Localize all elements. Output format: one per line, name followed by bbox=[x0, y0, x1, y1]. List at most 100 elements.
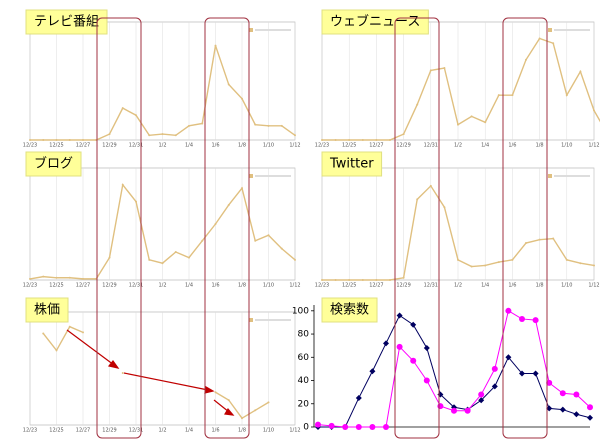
point bbox=[497, 94, 500, 97]
point bbox=[402, 133, 405, 136]
chart-title: 株価 bbox=[34, 303, 60, 318]
point bbox=[214, 44, 217, 47]
point bbox=[402, 276, 405, 279]
point bbox=[478, 391, 485, 398]
chart-title: ウェブニュース bbox=[330, 14, 420, 30]
x-tick-label: 1/4 bbox=[185, 428, 193, 434]
point bbox=[82, 277, 84, 280]
point bbox=[369, 368, 376, 375]
point bbox=[161, 262, 164, 265]
point bbox=[161, 133, 164, 136]
point bbox=[148, 134, 151, 137]
x-tick-label: 12/31 bbox=[129, 143, 143, 149]
x-tick-label: 1/2 bbox=[158, 283, 166, 289]
x-tick-label: 1/10 bbox=[263, 283, 274, 289]
x-tick-label: 1/4 bbox=[481, 283, 489, 289]
highlight bbox=[502, 17, 548, 439]
x-tick-label: 1/4 bbox=[481, 143, 489, 149]
point bbox=[587, 414, 593, 421]
x-tick-label: 12/27 bbox=[76, 428, 90, 434]
chart: 12/23 12/25 12/27 12/29 12/31 1/2 1/4 1/6 1/8 1/1… bbox=[315, 9, 600, 149]
point bbox=[375, 139, 378, 141]
arrowhead bbox=[224, 407, 235, 416]
point bbox=[82, 331, 84, 334]
point bbox=[478, 397, 485, 404]
point bbox=[361, 139, 364, 141]
point bbox=[559, 390, 566, 397]
title-box bbox=[321, 9, 429, 35]
point bbox=[484, 121, 487, 124]
point bbox=[214, 391, 217, 394]
x-tick-label: 1/6 bbox=[211, 428, 219, 434]
x-tick-label: 12/29 bbox=[396, 283, 410, 289]
x-tick-label: 12/27 bbox=[369, 143, 383, 149]
x-tick-label: 12/27 bbox=[76, 143, 90, 149]
point bbox=[174, 251, 177, 253]
x-tick-label: 12/27 bbox=[76, 283, 90, 289]
chart-title: ブログ bbox=[34, 156, 73, 172]
point bbox=[188, 124, 190, 127]
point bbox=[470, 115, 473, 118]
point bbox=[82, 139, 84, 141]
x-tick-label: 1/12 bbox=[289, 143, 300, 149]
x-tick-label: 12/27 bbox=[369, 283, 383, 289]
x-tick-label: 12/29 bbox=[102, 143, 116, 149]
point bbox=[587, 404, 593, 411]
x-tick-label: 12/25 bbox=[49, 428, 63, 434]
point bbox=[68, 325, 71, 328]
point bbox=[42, 275, 45, 278]
x-tick-label: 1/10 bbox=[263, 428, 274, 434]
point bbox=[552, 237, 555, 240]
x-tick-label: 1/8 bbox=[238, 143, 246, 149]
point bbox=[148, 258, 151, 261]
x-tick-label: 12/31 bbox=[129, 428, 143, 434]
title-box bbox=[321, 297, 378, 323]
legend-bar bbox=[255, 29, 291, 31]
point bbox=[108, 133, 111, 136]
point bbox=[334, 279, 337, 281]
point bbox=[532, 317, 539, 324]
legend-swatch bbox=[548, 28, 552, 32]
stock-arrows bbox=[66, 329, 235, 416]
x-tick-label: 12/31 bbox=[424, 143, 438, 149]
point bbox=[451, 407, 457, 414]
x-tick-label: 1/8 bbox=[238, 428, 246, 434]
x-tick-label: 12/23 bbox=[23, 143, 37, 149]
point bbox=[396, 312, 403, 319]
point bbox=[511, 258, 514, 261]
legend-swatch bbox=[548, 174, 552, 178]
point bbox=[321, 139, 323, 141]
point bbox=[511, 94, 514, 97]
arrowhead bbox=[107, 360, 120, 369]
x-tick-label: 1/4 bbox=[185, 283, 193, 289]
point bbox=[121, 372, 124, 375]
point bbox=[328, 422, 335, 429]
x-tick-label: 12/23 bbox=[315, 143, 329, 149]
legend-bar bbox=[554, 29, 590, 31]
chart-title: 検索数 bbox=[330, 303, 369, 318]
chart: 0 20 40 60 80 100 検索数 bbox=[292, 297, 593, 433]
point bbox=[573, 391, 580, 398]
x-tick-label: 12/25 bbox=[342, 143, 356, 149]
point bbox=[423, 344, 430, 351]
legend-swatch bbox=[249, 174, 253, 178]
point bbox=[443, 206, 446, 209]
x-tick-label: 1/6 bbox=[211, 143, 219, 149]
point bbox=[241, 187, 243, 190]
y-tick-label: 40 bbox=[298, 376, 310, 386]
point bbox=[396, 343, 403, 350]
point bbox=[361, 279, 364, 281]
chart: 12/23 12/25 12/27 12/29 12/31 1/2 1/4 1/6 1/8 1/1… bbox=[23, 297, 301, 434]
point bbox=[241, 97, 243, 100]
point bbox=[42, 332, 45, 335]
point bbox=[227, 203, 230, 206]
x-tick-label: 12/31 bbox=[129, 283, 143, 289]
x-tick-label: 1/8 bbox=[536, 283, 544, 289]
point bbox=[201, 122, 204, 125]
x-tick-label: 1/2 bbox=[158, 428, 166, 434]
point bbox=[573, 411, 580, 418]
point bbox=[593, 109, 595, 112]
chart: 12/23 12/25 12/27 12/29 12/31 1/2 1/4 1/6 1/8 1/1… bbox=[315, 151, 600, 289]
point bbox=[121, 107, 124, 110]
point bbox=[429, 69, 432, 72]
